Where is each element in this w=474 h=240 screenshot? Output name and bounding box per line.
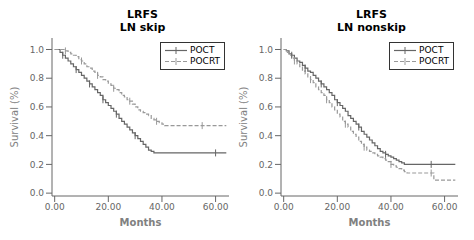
html-text:POCRT: POCRT xyxy=(419,56,449,66)
svg-text:Survival (%): Survival (%) xyxy=(238,87,249,148)
svg-text:0.8: 0.8 xyxy=(30,73,45,83)
svg-text:0.00: 0.00 xyxy=(274,202,294,212)
svg-text:0.6: 0.6 xyxy=(30,102,45,112)
svg-text:60.00: 60.00 xyxy=(203,202,229,212)
html-text:LN nonskip: LN nonskip xyxy=(337,21,406,34)
svg-text:0.4: 0.4 xyxy=(30,131,45,141)
html-text:POCT: POCT xyxy=(419,45,444,55)
svg-text:0.00: 0.00 xyxy=(45,202,65,212)
svg-text:0.0: 0.0 xyxy=(30,188,45,198)
svg-text:20.00: 20.00 xyxy=(324,202,350,212)
svg-text:40.00: 40.00 xyxy=(378,202,404,212)
svg-text:60.00: 60.00 xyxy=(432,202,458,212)
svg-text:20.00: 20.00 xyxy=(95,202,121,212)
html-text:POCRT: POCRT xyxy=(190,56,220,66)
svg-text:0.0: 0.0 xyxy=(259,188,274,198)
svg-text:0.8: 0.8 xyxy=(259,73,274,83)
svg-text:40.00: 40.00 xyxy=(149,202,175,212)
svg-text:0.4: 0.4 xyxy=(259,131,274,141)
html-text:POCT: POCT xyxy=(190,45,215,55)
svg-text:1.0: 1.0 xyxy=(259,45,274,55)
svg-text:1.0: 1.0 xyxy=(30,45,45,55)
html-text:LRFS: LRFS xyxy=(356,8,387,21)
svg-text:0.2: 0.2 xyxy=(30,160,44,170)
svg-text:0.2: 0.2 xyxy=(259,160,273,170)
svg-text:0.6: 0.6 xyxy=(259,102,274,112)
svg-text:Survival (%): Survival (%) xyxy=(9,87,20,148)
svg-text:Months: Months xyxy=(349,217,391,226)
svg-text:Months: Months xyxy=(120,217,162,226)
html-text:LN skip: LN skip xyxy=(119,21,166,34)
html-text:LRFS: LRFS xyxy=(127,8,158,21)
